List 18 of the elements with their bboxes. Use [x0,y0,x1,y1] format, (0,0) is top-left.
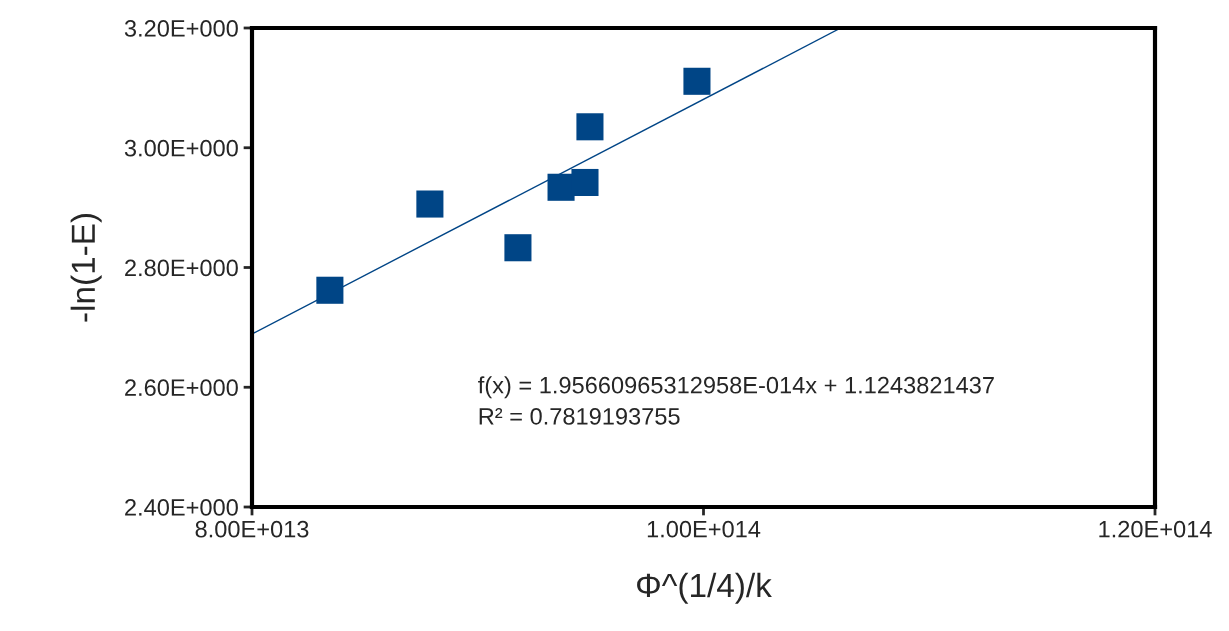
x-tick-label: 1.00E+014 [647,520,761,538]
annotation: R² = 0.7819193755 [479,408,680,425]
annotation: f(x) = 1.95660965312958E-014x + 1.1243821437 [478,376,994,399]
y-tick-label: 2.60E+000 [125,379,238,397]
y-tick-label: 2.40E+000 [125,499,238,516]
y-tick-label: 2.80E+000 [125,259,238,277]
x-tick-label: 1.20E+014 [1099,520,1212,538]
x-tick-label: 8.00E+013 [195,520,309,538]
y-tick-label: 3.00E+000 [124,139,238,157]
point [576,113,604,141]
point [316,276,344,304]
point [416,190,444,218]
point [571,168,599,197]
x-axis-title: Φ^(1/4)/k [637,572,772,604]
point [683,67,711,95]
y-tick-label: 3.20E+000 [124,20,238,37]
point [504,234,532,262]
y-axis-title: -ln(1-E) [70,214,102,322]
